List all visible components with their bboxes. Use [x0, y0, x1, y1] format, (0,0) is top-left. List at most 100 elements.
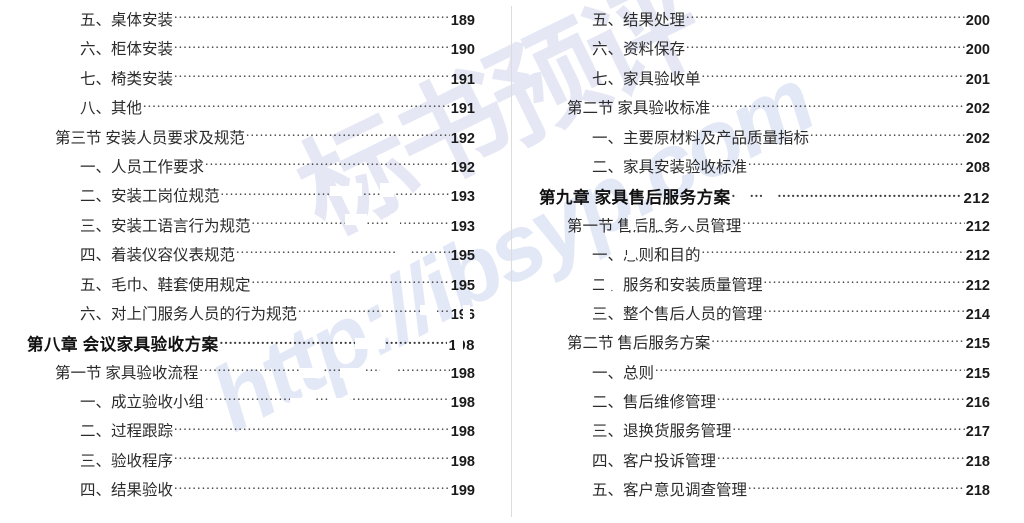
toc-entry[interactable]: 三、验收程序 198: [0, 449, 511, 478]
toc-entry-label: 三、退换货服务管理: [592, 423, 732, 441]
toc-page-number: 191: [450, 101, 475, 118]
toc-entry[interactable]: 第二节 售后服务方案 215: [512, 331, 1024, 360]
toc-entry[interactable]: 二、家具安装验收标准 208: [512, 155, 1024, 184]
toc-page-number: 191: [450, 71, 475, 88]
toc-dot-leader: [810, 127, 965, 143]
toc-page-number: 198: [450, 365, 475, 382]
toc-entry[interactable]: 第八章 会议家具验收方案 198: [0, 331, 511, 360]
toc-entry-label: 七、椅类安装: [80, 70, 174, 88]
toc-entry-label: 六、资料保存: [592, 41, 686, 59]
toc-entry[interactable]: 第一节 家具验收流程 198: [0, 361, 511, 390]
toc-dot-leader: [252, 274, 450, 290]
toc-entry[interactable]: 一、成立验收小组 198: [0, 390, 511, 419]
toc-page-number: 193: [450, 218, 475, 235]
toc-page-number: 217: [965, 424, 990, 441]
toc-entry-label: 二、家具安装验收标准: [592, 158, 748, 176]
toc-page-number: 192: [450, 159, 475, 176]
toc-entry[interactable]: 六、柜体安装 190: [0, 37, 511, 66]
toc-entry[interactable]: 五、客户意见调查管理 218: [512, 478, 1024, 507]
toc-entry-label: 第九章 家具售后服务方案: [539, 188, 731, 208]
toc-entry[interactable]: 第三节 安装人员要求及规范 192: [0, 126, 511, 155]
toc-entry-label: 一、总则和目的: [592, 247, 701, 265]
toc-entry[interactable]: 五、毛巾、鞋套使用规定 195: [0, 273, 511, 302]
toc-dot-leader: [748, 156, 965, 172]
toc-entry-label: 第二节 售后服务方案: [567, 335, 711, 353]
toc-entry[interactable]: 五、桌体安装 189: [0, 8, 511, 37]
toc-entry-label: 三、安装工语言行为规范: [80, 217, 251, 235]
toc-page-number: 212: [965, 218, 990, 235]
toc-entry[interactable]: 四、结果验收 199: [0, 478, 511, 507]
toc-page-number: 189: [450, 13, 475, 29]
toc-dot-leader: [702, 68, 965, 84]
toc-page-number: 218: [965, 453, 990, 470]
toc-entry[interactable]: 四、客户投诉管理 218: [512, 449, 1024, 478]
toc-entry-label: 第二节 家具验收标准: [567, 100, 711, 118]
toc-entry[interactable]: 四、着装仪容仪表规范 195: [0, 243, 511, 272]
toc-entry[interactable]: 二、服务和安装质量管理 212: [512, 273, 1024, 302]
toc-entry-label: 第一节 家具验收流程: [55, 364, 199, 382]
toc-dot-leader: [252, 215, 450, 231]
toc-entry-label: 一、成立验收小组: [80, 394, 205, 412]
toc-dot-leader: [764, 303, 965, 319]
toc-entry-label: 四、着装仪容仪表规范: [80, 247, 236, 265]
column-divider: [511, 6, 512, 517]
toc-dot-leader: [686, 10, 965, 26]
toc-dot-leader: [174, 39, 450, 55]
toc-entry-label: 三、整个售后人员的管理: [592, 305, 763, 323]
toc-dot-leader: [298, 303, 450, 319]
toc-dot-leader: [174, 421, 450, 437]
toc-entry[interactable]: 一、主要原材料及产品质量指标 202: [512, 126, 1024, 155]
toc-entry[interactable]: 六、资料保存 200: [512, 37, 1024, 66]
toc-page-number: 199: [450, 483, 475, 500]
toc-page-number: 198: [450, 395, 475, 412]
toc-page-number: 218: [965, 483, 990, 500]
toc-entry[interactable]: 第九章 家具售后服务方案 212: [512, 184, 1024, 213]
toc-page-number: 212: [963, 190, 990, 208]
toc-page-number: 212: [965, 277, 990, 294]
toc-entry[interactable]: 八、其他 191: [0, 96, 511, 125]
toc-dot-leader: [764, 274, 965, 290]
toc-entry-label: 五、桌体安装: [80, 12, 174, 29]
toc-dot-leader: [236, 245, 450, 261]
toc-entry[interactable]: 二、过程跟踪 198: [0, 419, 511, 448]
toc-page-number: 215: [965, 365, 990, 382]
toc-entry-label: 三、验收程序: [80, 452, 174, 470]
toc-page-number: 215: [965, 336, 990, 353]
toc-entry[interactable]: 一、总则和目的 212: [512, 243, 1024, 272]
toc-entry[interactable]: 二、安装工岗位规范 193: [0, 184, 511, 213]
toc-entry-label: 六、柜体安装: [80, 41, 174, 59]
toc-entry[interactable]: 五、结果处理 200: [512, 8, 1024, 37]
toc-entry-label: 五、结果处理: [592, 12, 686, 29]
toc-dot-leader: [220, 334, 448, 351]
toc-entry-label: 四、客户投诉管理: [592, 452, 717, 470]
toc-page-number: 216: [965, 395, 990, 412]
toc-entry-label: 一、总则: [592, 364, 655, 382]
toc-dot-leader: [655, 362, 965, 378]
toc-entry[interactable]: 七、椅类安装 191: [0, 67, 511, 96]
toc-page-number: 198: [450, 453, 475, 470]
toc-dot-leader: [174, 10, 450, 26]
toc-dot-leader: [174, 480, 450, 496]
toc-page-number: 202: [965, 101, 990, 118]
toc-entry[interactable]: 第一节 售后服务人员管理 212: [512, 214, 1024, 243]
toc-dot-leader: [221, 186, 450, 202]
toc-dot-leader: [732, 187, 963, 204]
toc-page-number: 192: [450, 130, 475, 147]
toc-entry-label: 一、人员工作要求: [80, 158, 205, 176]
toc-entry[interactable]: 三、退换货服务管理 217: [512, 419, 1024, 448]
toc-entry[interactable]: 六、对上门服务人员的行为规范 196: [0, 302, 511, 331]
toc-entry-label: 二、服务和安装质量管理: [592, 276, 763, 294]
toc-entry[interactable]: 七、家具验收单 201: [512, 67, 1024, 96]
toc-page-number: 200: [965, 42, 990, 59]
toc-entry[interactable]: 三、整个售后人员的管理 214: [512, 302, 1024, 331]
toc-entry-label: 八、其他: [80, 100, 143, 118]
toc-entry[interactable]: 一、人员工作要求 192: [0, 155, 511, 184]
toc-entry-label: 第三节 安装人员要求及规范: [55, 129, 245, 147]
toc-entry[interactable]: 三、安装工语言行为规范 193: [0, 214, 511, 243]
toc-entry[interactable]: 一、总则 215: [512, 361, 1024, 390]
toc-entry[interactable]: 第二节 家具验收标准 202: [512, 96, 1024, 125]
toc-entry[interactable]: 二、售后维修管理 216: [512, 390, 1024, 419]
toc-entry-label: 五、毛巾、鞋套使用规定: [80, 276, 251, 294]
toc-left-column: 五、桌体安装 189 六、柜体安装 190 七、椅类安装 191 八、其他 191 第三节 安装…: [0, 0, 511, 523]
